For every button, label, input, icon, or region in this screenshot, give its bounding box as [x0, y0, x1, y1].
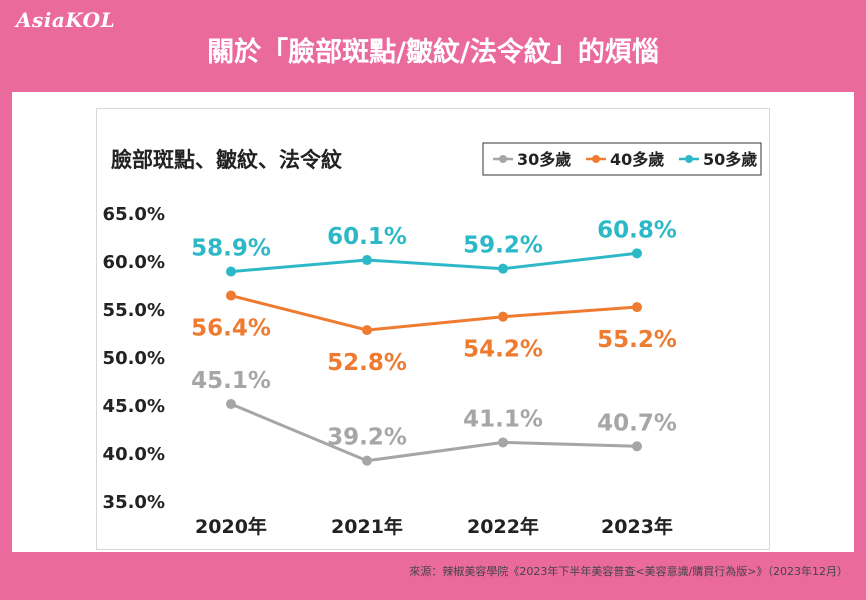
- data-point: [362, 255, 372, 266]
- legend-label-1: 30多歲: [517, 150, 571, 169]
- data-label: 56.4%: [191, 316, 271, 342]
- y-tick-label: 50.0%: [103, 348, 165, 369]
- source-note: 來源：辣椒美容學院《2023年下半年美容普查<美容意識/購買行為版>》（2023…: [409, 565, 848, 578]
- data-label: 41.1%: [463, 406, 543, 432]
- data-label: 60.1%: [327, 224, 407, 250]
- legend-box: [482, 142, 762, 176]
- x-tick-label: 2021年: [331, 515, 403, 538]
- legend-label-2: 40多歲: [610, 150, 664, 169]
- y-tick-label: 65.0%: [103, 204, 165, 225]
- page-title: 關於「臉部斑點/皺紋/法令紋」的煩惱: [207, 37, 659, 68]
- data-point: [362, 325, 372, 336]
- data-label: 40.7%: [597, 410, 677, 436]
- data-point: [632, 302, 642, 313]
- x-tick-label: 2023年: [601, 515, 673, 538]
- data-point: [498, 311, 508, 322]
- data-label: 58.9%: [191, 236, 271, 262]
- data-point: [498, 263, 508, 274]
- data-label: 45.1%: [191, 368, 271, 394]
- chart-area: 臉部斑點、皺紋、法令紋 30多歲 40多歲 50多歲 65.0% 60.0% 55.0% 50…: [96, 108, 770, 550]
- y-tick-label: 60.0%: [103, 252, 165, 273]
- brand-logo: AsiaKOL: [16, 8, 116, 32]
- data-point: [226, 399, 236, 410]
- data-label: 39.2%: [327, 425, 407, 451]
- data-label: 59.2%: [463, 233, 543, 259]
- chart-title: 臉部斑點、皺紋、法令紋: [111, 148, 342, 172]
- y-tick-label: 40.0%: [103, 444, 165, 465]
- data-label: 60.8%: [597, 217, 677, 243]
- legend-marker-1: [499, 155, 507, 163]
- data-point: [362, 455, 372, 466]
- data-point: [498, 437, 508, 448]
- series-line-2: [230, 294, 638, 332]
- data-point: [632, 248, 642, 259]
- y-tick-label: 45.0%: [103, 396, 165, 417]
- legend-label-3: 50多歲: [703, 150, 757, 169]
- data-label: 55.2%: [597, 327, 677, 353]
- data-point: [226, 266, 236, 277]
- data-label: 52.8%: [327, 350, 407, 376]
- data-point: [632, 441, 642, 452]
- legend-marker-2: [592, 155, 600, 163]
- y-tick-label: 35.0%: [103, 492, 165, 513]
- x-tick-label: 2022年: [467, 515, 539, 538]
- legend-marker-3: [685, 155, 693, 163]
- data-point: [226, 290, 236, 301]
- y-tick-label: 55.0%: [103, 300, 165, 321]
- x-tick-label: 2020年: [195, 515, 267, 538]
- series-line-1: [230, 402, 638, 463]
- line-chart: 臉部斑點、皺紋、法令紋 30多歲 40多歲 50多歲 65.0% 60.0% 55.0% 50…: [103, 142, 762, 538]
- series-line-3: [230, 251, 638, 274]
- data-label: 54.2%: [463, 337, 543, 363]
